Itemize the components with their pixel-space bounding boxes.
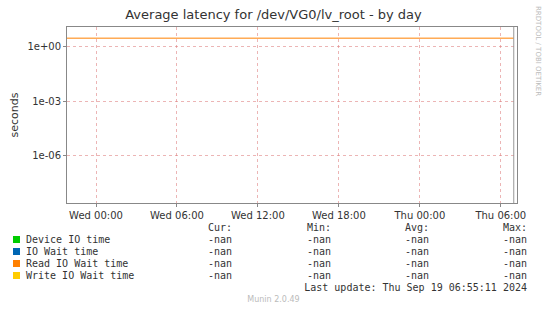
- svg-text:1e+00: 1e+00: [27, 41, 61, 52]
- html-text:-nan: -nan: [306, 258, 331, 269]
- svg-text:seconds: seconds: [8, 92, 21, 137]
- html-text:RRDTOOL / TOBI OETIKER: RRDTOOL / TOBI OETIKER: [534, 6, 542, 97]
- html-text:-nan: -nan: [207, 246, 232, 257]
- html-text:-nan: -nan: [306, 234, 331, 245]
- svg-text:Thu 00:00: Thu 00:00: [393, 210, 445, 221]
- svg-text:1e-06: 1e-06: [32, 150, 61, 161]
- svg-text:Wed 12:00: Wed 12:00: [231, 210, 285, 221]
- svg-text:Wed 18:00: Wed 18:00: [312, 210, 366, 221]
- html-text:IO Wait time: IO Wait time: [26, 246, 99, 257]
- html-text:-nan: -nan: [306, 270, 331, 281]
- html-text:-nan: -nan: [502, 258, 527, 269]
- html-text:-nan: -nan: [404, 234, 429, 245]
- html-text:Munin 2.0.49: Munin 2.0.49: [247, 295, 300, 304]
- html-text:Avg:: Avg:: [404, 222, 429, 233]
- html-text:Read IO Wait time: Read IO Wait time: [26, 258, 129, 269]
- svg-text:Average latency for /dev/VG0/l: Average latency for /dev/VG0/lv_root - b…: [125, 7, 422, 22]
- html-text:Min:: Min:: [306, 222, 331, 233]
- svg-text:1e-03: 1e-03: [32, 96, 61, 107]
- svg-text:Thu 06:00: Thu 06:00: [474, 210, 526, 221]
- html-text:-nan: -nan: [502, 246, 527, 257]
- html-text:-nan: -nan: [404, 258, 429, 269]
- html-text:Device IO time: Device IO time: [26, 234, 111, 245]
- html-text:Last update: Thu Sep 19 06:55:: Last update: Thu Sep 19 06:55:11 2024: [304, 282, 527, 293]
- svg-text:Wed 06:00: Wed 06:00: [150, 210, 204, 221]
- html-text:-nan: -nan: [207, 258, 232, 269]
- html-text:-nan: -nan: [207, 270, 232, 281]
- html-text:Cur:: Cur:: [207, 222, 232, 233]
- html-text:-nan: -nan: [404, 270, 429, 281]
- svg-text:Wed 00:00: Wed 00:00: [69, 210, 123, 221]
- html-text:-nan: -nan: [404, 246, 429, 257]
- html-text:-nan: -nan: [502, 234, 527, 245]
- html-text:Max:: Max:: [502, 222, 527, 233]
- html-text:Write IO Wait time: Write IO Wait time: [26, 270, 135, 281]
- html-text:-nan: -nan: [502, 270, 527, 281]
- html-text:-nan: -nan: [207, 234, 232, 245]
- html-text:-nan: -nan: [306, 246, 331, 257]
